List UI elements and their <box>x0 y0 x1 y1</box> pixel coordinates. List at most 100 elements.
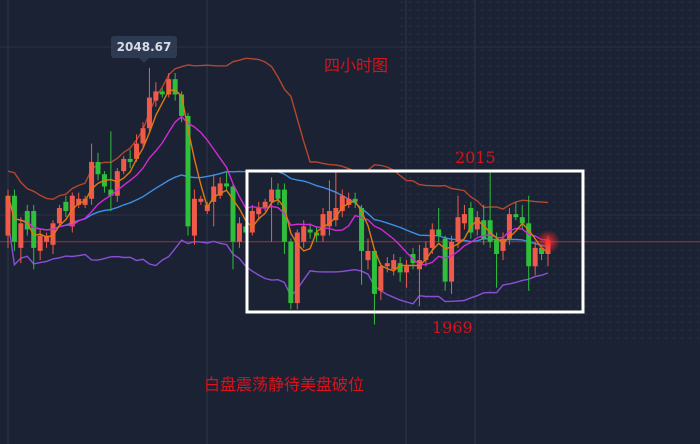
candle <box>224 171 230 190</box>
candle <box>31 204 37 270</box>
candle <box>140 122 146 147</box>
candle <box>494 232 500 288</box>
candle-body <box>455 217 461 242</box>
candle-body <box>326 211 332 227</box>
candle <box>442 235 448 291</box>
candle-body <box>50 223 56 245</box>
candle-body <box>37 235 43 251</box>
candle <box>166 73 172 98</box>
candle <box>526 195 532 291</box>
last-price-dot <box>545 239 551 245</box>
candle-body <box>217 183 223 196</box>
candle <box>391 253 397 276</box>
candle-body <box>95 161 101 175</box>
candle-body <box>89 161 95 199</box>
candle <box>397 257 403 282</box>
range-high-label: 2015 <box>455 148 496 167</box>
candle <box>352 192 358 208</box>
candle-body <box>339 195 345 212</box>
candle <box>185 112 191 236</box>
range-box <box>245 169 585 314</box>
candle <box>275 183 281 205</box>
candle <box>63 195 69 218</box>
candle-body <box>436 229 442 236</box>
fast-ma-line <box>7 89 549 272</box>
candle-body <box>378 266 384 291</box>
candle-body <box>294 232 300 304</box>
candle-body <box>494 238 500 254</box>
candle <box>404 260 410 288</box>
candle <box>146 67 152 132</box>
candle <box>11 189 17 251</box>
candle <box>513 201 519 221</box>
candle <box>89 143 95 205</box>
candle-body <box>281 189 287 242</box>
candle <box>281 183 287 254</box>
candle-body <box>82 198 88 205</box>
candle-body <box>320 214 326 236</box>
candle <box>288 238 294 310</box>
lower-band-line <box>7 220 549 305</box>
candle-body <box>269 189 275 202</box>
candle-body <box>532 247 538 267</box>
candle-body <box>333 207 339 221</box>
candle-body <box>301 226 307 242</box>
candle-body <box>288 241 294 304</box>
candle <box>82 195 88 208</box>
comment-text: 白盘震荡静待美盘破位 <box>204 375 365 394</box>
candle <box>532 241 538 276</box>
candle-body <box>352 198 358 202</box>
candle <box>114 168 120 202</box>
candle-body <box>185 115 191 227</box>
mid-ma-line <box>7 115 549 266</box>
candle <box>191 189 197 245</box>
candle-body <box>468 207 474 233</box>
candle-body <box>474 217 480 230</box>
candle <box>365 238 371 270</box>
candle <box>378 263 384 300</box>
candle <box>256 201 262 221</box>
candle <box>455 195 461 248</box>
candle-body <box>153 91 159 101</box>
candle-body <box>76 198 82 205</box>
candle-body <box>230 186 236 242</box>
candle-body <box>365 250 371 261</box>
candle <box>468 201 474 239</box>
candle <box>320 207 326 242</box>
candle-body <box>31 211 37 248</box>
candle <box>5 189 11 248</box>
candle-body <box>429 229 435 248</box>
candle <box>50 220 56 254</box>
candle-body <box>359 207 365 251</box>
candle-body <box>5 195 11 236</box>
candle <box>153 82 159 107</box>
candle <box>307 223 313 239</box>
candle <box>198 195 204 205</box>
candle-body <box>423 247 429 261</box>
range-low-label: 1969 <box>432 318 473 337</box>
candle-body <box>191 198 197 236</box>
candle-body <box>69 195 75 227</box>
candle <box>346 192 352 208</box>
candle-body <box>224 183 230 187</box>
candle-body <box>526 223 532 267</box>
candle <box>134 134 140 162</box>
candle-body <box>159 91 165 95</box>
candle-body <box>63 201 69 212</box>
candle <box>339 189 345 218</box>
candle-body <box>519 217 525 224</box>
candle-body <box>391 260 397 270</box>
candle <box>56 204 62 227</box>
candle-body <box>384 263 390 267</box>
candle-body <box>127 158 133 162</box>
candle-body <box>506 214 512 239</box>
candle <box>95 152 101 181</box>
candle <box>249 204 255 236</box>
candle <box>217 177 223 199</box>
candle <box>236 217 242 248</box>
candle-body <box>249 211 255 233</box>
candle-body <box>172 79 178 95</box>
candle <box>436 207 442 242</box>
candle <box>76 192 82 208</box>
candle-body <box>24 211 30 230</box>
